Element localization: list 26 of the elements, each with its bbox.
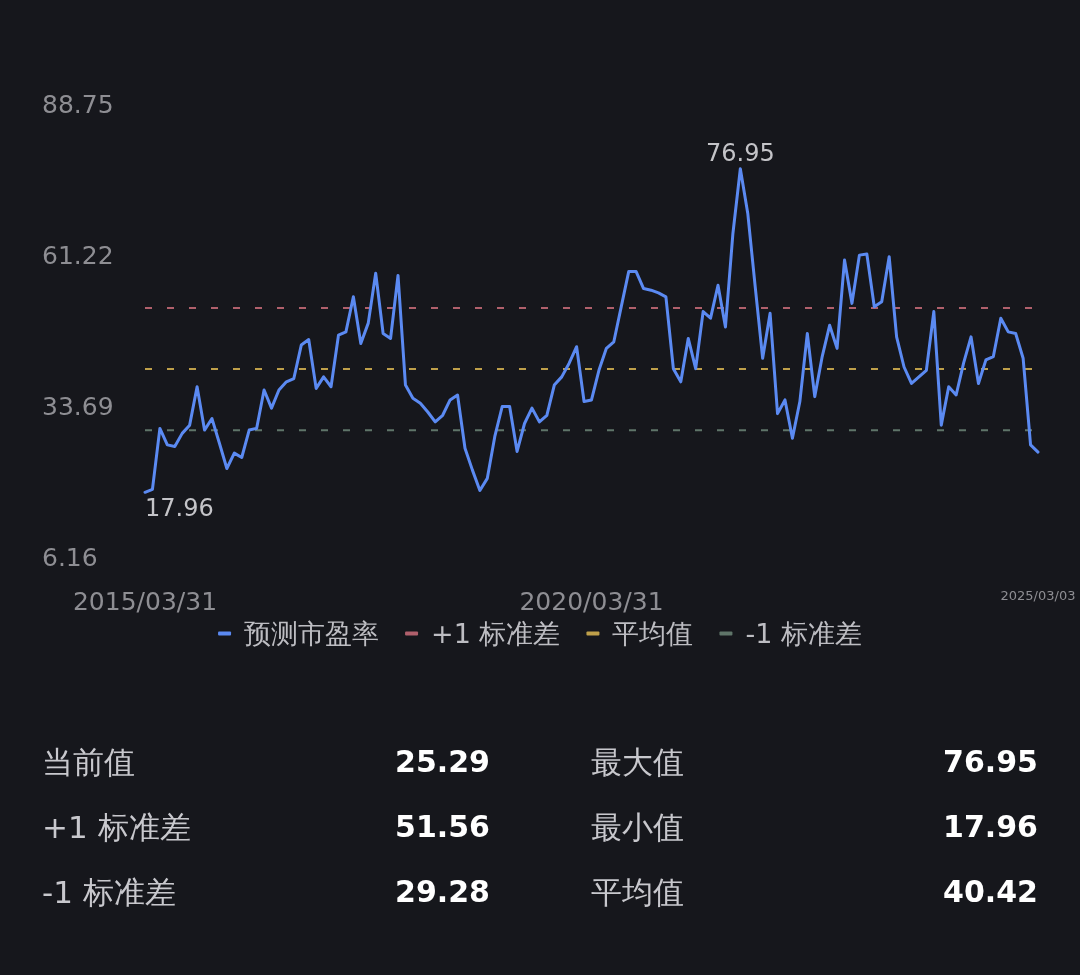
- text: 平均值: [591, 873, 684, 912]
- text: 17.96: [943, 808, 1038, 846]
- data-label: 76.95: [705, 138, 775, 167]
- text: 25.29: [395, 743, 490, 781]
- legend-label: -1 标准差: [745, 618, 862, 649]
- x-tick-label: 2020/03/31: [519, 587, 664, 616]
- legend-label: 平均值: [612, 618, 694, 649]
- text: 当前值: [42, 743, 135, 782]
- text: +1 标准差: [42, 808, 191, 847]
- y-tick-label: 33.69: [42, 391, 114, 421]
- text: -1 标准差: [42, 873, 176, 912]
- text: 最大值: [591, 743, 684, 782]
- line-series: [143, 167, 1040, 494]
- text: 51.56: [395, 808, 490, 846]
- legend-label: 预测市盈率: [244, 618, 380, 649]
- text: 40.42: [943, 873, 1038, 911]
- x-tick-label: 2015/03/31: [72, 587, 218, 616]
- text: 76.95: [943, 743, 1038, 781]
- data-label: 17.96: [145, 494, 214, 523]
- x-tick-label: 2025/03/03: [1000, 588, 1076, 603]
- text: 29.28: [395, 873, 490, 911]
- y-tick-label: 61.22: [42, 240, 114, 270]
- text: 最小值: [591, 808, 684, 847]
- y-tick-label: 88.75: [42, 89, 114, 119]
- y-tick-label: 6.16: [42, 542, 98, 572]
- legend-label: +1 标准差: [431, 618, 561, 649]
